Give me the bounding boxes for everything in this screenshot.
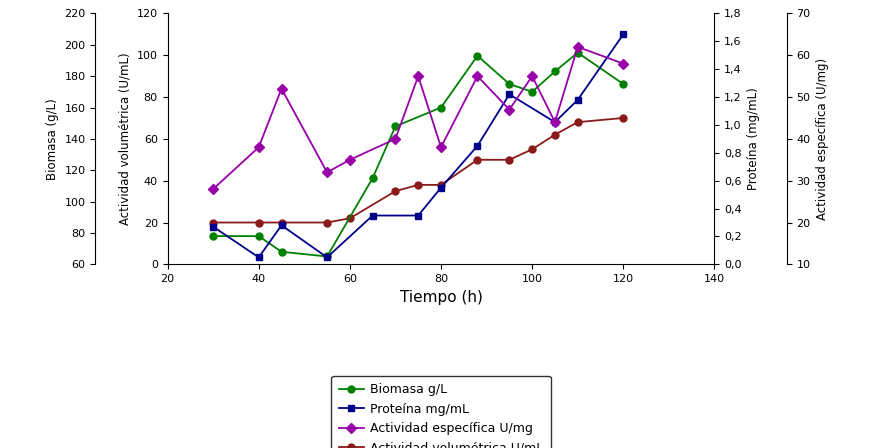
Actividad volumétrica U/mL (345, 215, 355, 221)
Actividad específica U/mg (413, 73, 423, 79)
Biomasa g/L (618, 81, 629, 86)
Biomasa g/L (527, 89, 537, 95)
Proteína mg/mL (572, 97, 583, 103)
Actividad volumétrica U/mL (390, 189, 400, 194)
Proteína mg/mL (472, 143, 482, 149)
Actividad específica U/mg (527, 73, 537, 79)
Actividad volumétrica U/mL (618, 115, 629, 121)
Actividad volumétrica U/mL (413, 182, 423, 188)
Actividad volumétrica U/mL (253, 220, 264, 225)
Actividad volumétrica U/mL (527, 146, 537, 152)
Biomasa g/L (322, 254, 333, 259)
Biomasa g/L (505, 81, 515, 86)
Line: Actividad volumétrica U/mL: Actividad volumétrica U/mL (210, 115, 627, 226)
Proteína mg/mL (322, 254, 333, 260)
Proteína mg/mL (253, 254, 264, 260)
Actividad volumétrica U/mL (572, 120, 583, 125)
Actividad específica U/mg (549, 120, 560, 125)
Biomasa g/L (472, 53, 482, 58)
Actividad específica U/mg (322, 170, 333, 175)
Proteína mg/mL (413, 213, 423, 218)
Line: Biomasa g/L: Biomasa g/L (210, 49, 627, 260)
Legend: Biomasa g/L, Proteína mg/mL, Actividad específica U/mg, Actividad volumétrica U/: Biomasa g/L, Proteína mg/mL, Actividad e… (332, 376, 550, 448)
Y-axis label: Proteína (mg/mL): Proteína (mg/mL) (747, 87, 760, 190)
Line: Actividad específica U/mg: Actividad específica U/mg (210, 43, 627, 193)
Actividad específica U/mg (572, 44, 583, 50)
Biomasa g/L (572, 50, 583, 55)
Actividad específica U/mg (618, 61, 629, 66)
Actividad específica U/mg (208, 186, 219, 192)
Proteína mg/mL (505, 91, 515, 97)
Actividad volumétrica U/mL (549, 132, 560, 138)
Y-axis label: Actividad volumétrica (U/mL): Actividad volumétrica (U/mL) (118, 52, 131, 225)
Actividad específica U/mg (253, 145, 264, 150)
Actividad específica U/mg (505, 107, 515, 112)
Line: Proteína mg/mL: Proteína mg/mL (210, 31, 627, 261)
Y-axis label: Biomasa (g/L): Biomasa (g/L) (46, 98, 59, 180)
Proteína mg/mL (368, 213, 378, 218)
Actividad volumétrica U/mL (276, 220, 287, 225)
Actividad volumétrica U/mL (436, 182, 446, 188)
Y-axis label: Actividad específica (U/mg): Actividad específica (U/mg) (816, 58, 829, 220)
Proteína mg/mL (208, 224, 219, 229)
Proteína mg/mL (436, 185, 446, 190)
Biomasa g/L (208, 233, 219, 239)
Biomasa g/L (549, 69, 560, 74)
Biomasa g/L (276, 249, 287, 254)
Actividad específica U/mg (276, 86, 287, 91)
Actividad volumétrica U/mL (322, 220, 333, 225)
Actividad volumétrica U/mL (472, 157, 482, 163)
Biomasa g/L (368, 175, 378, 181)
Actividad específica U/mg (436, 145, 446, 150)
Actividad específica U/mg (390, 136, 400, 142)
Proteína mg/mL (549, 120, 560, 125)
Biomasa g/L (253, 233, 264, 239)
Biomasa g/L (436, 105, 446, 110)
X-axis label: Tiempo (h): Tiempo (h) (400, 289, 482, 305)
Biomasa g/L (390, 124, 400, 129)
Actividad específica U/mg (472, 73, 482, 79)
Actividad específica U/mg (345, 157, 355, 163)
Proteína mg/mL (618, 32, 629, 37)
Actividad volumétrica U/mL (208, 220, 219, 225)
Proteína mg/mL (276, 223, 287, 228)
Actividad volumétrica U/mL (505, 157, 515, 163)
